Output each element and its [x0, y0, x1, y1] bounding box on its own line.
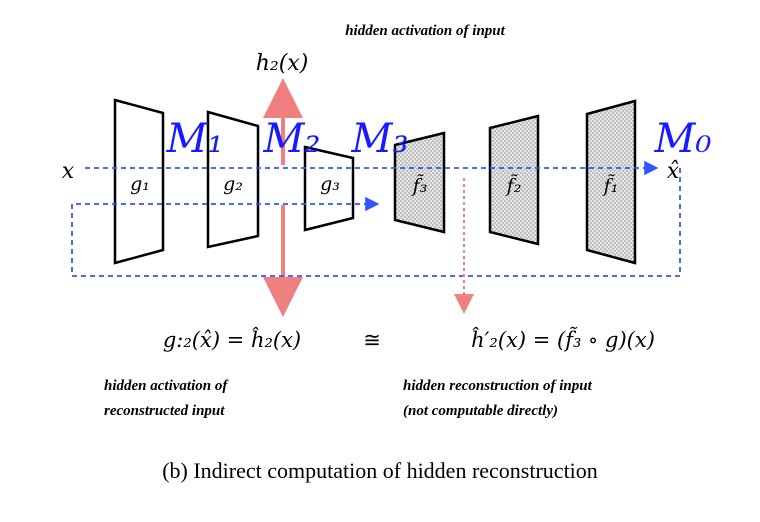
- decoder-f1-label: f̃₁: [602, 174, 619, 197]
- module-m0-label: M₀: [654, 116, 712, 162]
- encoder-g1-shape: [113, 98, 165, 265]
- encoder-g1-label: g₁: [130, 173, 150, 195]
- encoder-g2-label: g₂: [223, 173, 243, 195]
- feedback-loop-line: [71, 168, 681, 277]
- equation-right: ĥ′₂(x) = (f̃₃ ∘ g)(x): [471, 327, 655, 352]
- figure-caption: (b) Indirect computation of hidden recon…: [162, 458, 598, 483]
- note-right-line1: hidden reconstruction of input: [403, 378, 593, 394]
- equation-approx: ≅: [363, 328, 381, 352]
- decoder-f3-shape: [393, 131, 446, 234]
- decoder-f3-label: f̃₃: [411, 174, 428, 197]
- input-x-label: x: [62, 159, 75, 184]
- equation-left: g:₂(x̂) = ĥ₂(x): [163, 328, 301, 352]
- note-left-line2: reconstructed input: [104, 403, 225, 419]
- h2-label: h₂(x): [256, 51, 309, 76]
- module-m2-label: M₂: [263, 116, 321, 162]
- note-left-line1: hidden activation of: [104, 378, 229, 394]
- top-annotation: hidden activation of input: [345, 23, 505, 39]
- decoder-f2-label: f̃₂: [505, 174, 522, 197]
- module-m3-label: M₃: [351, 116, 409, 162]
- module-m1-label: M₁: [166, 116, 224, 162]
- encoder-g2-shape: [206, 110, 260, 249]
- decoder-f2-shape: [488, 114, 540, 246]
- output-xhat-label: x̂: [667, 159, 680, 184]
- encoder-g3-label: g₃: [320, 173, 340, 195]
- decoder-f1-shape: [585, 99, 637, 265]
- note-right-line2: (not computable directly): [403, 403, 558, 419]
